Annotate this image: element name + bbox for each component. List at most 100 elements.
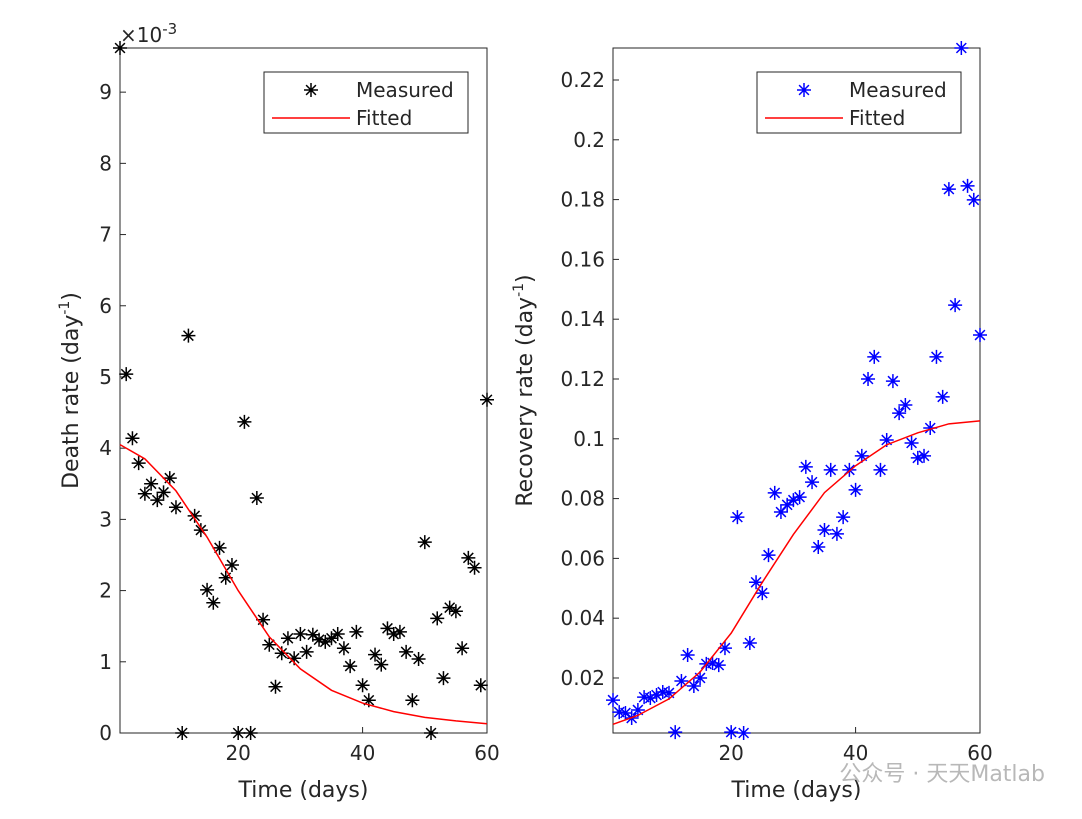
measured-point	[929, 349, 944, 364]
measured-point	[904, 435, 919, 450]
measured-point	[649, 688, 664, 703]
measured-point	[473, 678, 488, 693]
measured-point	[411, 651, 426, 666]
legend-label: Measured	[849, 78, 947, 102]
measured-point	[910, 450, 925, 465]
measured-point	[256, 612, 271, 627]
measured-point	[923, 421, 938, 436]
measured-point	[792, 490, 807, 505]
measured-point	[119, 367, 134, 382]
axes-box	[119, 47, 488, 734]
measured-point	[455, 641, 470, 656]
y-tick-label: 0.16	[560, 247, 605, 271]
exponent-power: -3	[162, 20, 177, 38]
measured-point	[618, 705, 633, 720]
measured-point	[287, 651, 302, 666]
y-tick-label: 4	[99, 436, 112, 460]
measured-point	[405, 693, 420, 708]
y-tick-label: 9	[99, 80, 112, 104]
measured-point	[330, 627, 345, 642]
measured-point	[442, 600, 457, 615]
measured-point	[674, 673, 689, 688]
measured-point	[181, 328, 196, 343]
measured-point	[386, 627, 401, 642]
measured-point	[349, 624, 364, 639]
measured-point	[137, 486, 152, 501]
measured-point	[436, 671, 451, 686]
measured-point	[312, 632, 327, 647]
measured-point	[361, 693, 376, 708]
y-tick-label: 0.06	[560, 546, 605, 570]
y-tick-label: 0.12	[560, 367, 605, 391]
y-axis-label-sup: -1	[57, 301, 73, 315]
measured-point	[848, 482, 863, 497]
measured-point	[162, 471, 177, 486]
x-tick-label: 40	[350, 741, 375, 765]
measured-point	[156, 485, 171, 500]
measured-point	[755, 586, 770, 601]
measured-point	[212, 540, 227, 555]
measured-point	[742, 636, 757, 651]
measured-point	[954, 41, 969, 55]
measured-point	[773, 505, 788, 520]
y-axis-label-text: Recovery rate (day	[513, 297, 538, 507]
x-axis-label: Time (days)	[731, 778, 862, 803]
y-tick-label: 1	[99, 650, 112, 674]
measured-point	[193, 523, 208, 538]
measured-point	[268, 679, 283, 694]
y-tick-label: 0.22	[560, 68, 605, 92]
measured-point	[811, 540, 826, 555]
legend-label: Measured	[356, 78, 454, 102]
measured-point	[724, 725, 739, 740]
y-tick-label: 5	[99, 365, 112, 389]
measured-point	[237, 414, 252, 429]
measured-point	[686, 679, 701, 694]
measured-point	[305, 627, 320, 642]
measured-point	[612, 705, 627, 720]
measured-point	[461, 550, 476, 565]
measured-point	[966, 192, 981, 207]
measured-point	[187, 508, 202, 523]
measured-point	[786, 493, 801, 508]
measured-point	[761, 548, 776, 563]
y-tick-label: 0.08	[560, 487, 605, 511]
x-tick-label: 20	[225, 741, 250, 765]
measured-point	[643, 691, 658, 706]
measured-point	[805, 475, 820, 490]
measured-point	[392, 624, 407, 639]
measured-point	[480, 392, 494, 407]
y-tick-label: 7	[99, 223, 112, 247]
measured-point	[661, 685, 676, 700]
y-tick-label: 0.02	[560, 666, 605, 690]
measured-point	[280, 631, 295, 646]
y-axis-label-end: )	[59, 292, 84, 301]
legend-marker	[797, 83, 811, 97]
measured-point	[274, 646, 289, 661]
y-tick-label: 0.14	[560, 307, 605, 331]
measured-point	[842, 462, 857, 477]
measured-point	[730, 510, 745, 525]
measured-point	[823, 462, 838, 477]
measured-point	[736, 726, 751, 740]
y-tick-label: 3	[99, 507, 112, 531]
measured-point	[680, 647, 695, 662]
measured-point	[655, 685, 670, 700]
measured-point	[231, 726, 246, 740]
measured-point	[417, 535, 432, 550]
measured-point	[873, 462, 888, 477]
measured-point	[668, 725, 683, 740]
measured-point	[749, 575, 764, 590]
measured-point	[125, 431, 140, 446]
measured-point	[693, 670, 708, 685]
measured-point	[343, 659, 358, 674]
measured-point	[168, 500, 183, 515]
measured-point	[131, 456, 146, 471]
measured-point	[113, 41, 127, 55]
measured-point	[717, 641, 732, 656]
measured-point	[200, 582, 215, 597]
y-tick-label: 0.1	[573, 427, 605, 451]
measured-point	[318, 634, 333, 649]
measured-point	[898, 398, 913, 413]
y-tick-label: 0.18	[560, 188, 605, 212]
measured-point	[798, 459, 813, 474]
